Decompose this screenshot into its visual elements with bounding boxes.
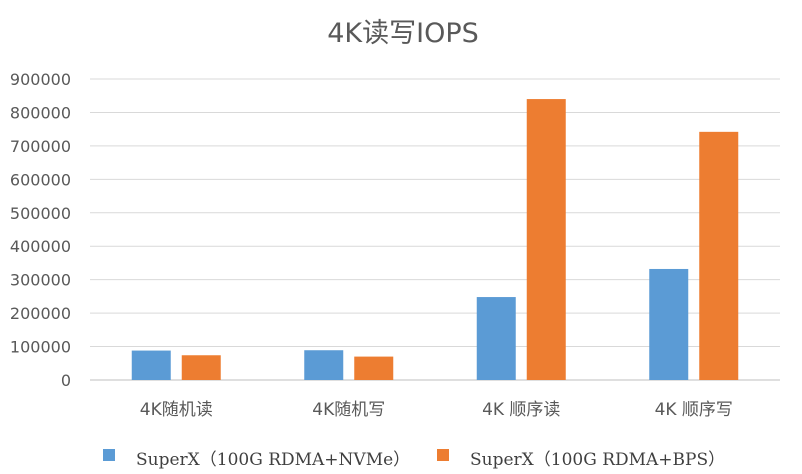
legend-swatch-1 xyxy=(103,449,115,461)
x-axis-categories: 4K随机读 4K随机写 4K 顺序读 4K 顺序写 xyxy=(140,400,733,420)
x-category-label: 4K 顺序读 xyxy=(482,400,560,420)
y-tick-label: 500000 xyxy=(10,204,71,223)
bar-2-2 xyxy=(354,356,394,380)
bar-1-1 xyxy=(131,350,171,380)
legend-swatch-2 xyxy=(437,449,449,461)
bar-1-3 xyxy=(476,297,516,380)
legend-label-2: SuperX（100G RDMA+BPS） xyxy=(470,450,725,470)
bar-2-3 xyxy=(526,99,566,381)
legend-label-1: SuperX（100G RDMA+NVMe） xyxy=(136,450,410,470)
gridlines xyxy=(90,78,780,381)
y-tick-label: 700000 xyxy=(10,137,71,156)
chart-title: 4K读写IOPS xyxy=(327,18,479,49)
legend: SuperX（100G RDMA+NVMe） SuperX（100G RDMA+B… xyxy=(103,449,725,470)
y-tick-label: 200000 xyxy=(10,304,71,323)
y-axis-ticks: 0 100000 200000 300000 400000 500000 600000 700… xyxy=(10,70,71,390)
x-category-label: 4K随机读 xyxy=(140,400,213,420)
bar-2-4 xyxy=(699,131,739,380)
bar-2-1 xyxy=(181,355,221,380)
y-tick-label: 100000 xyxy=(10,338,71,357)
y-tick-label: 900000 xyxy=(10,70,71,89)
y-tick-label: 600000 xyxy=(10,170,71,189)
bar-1-2 xyxy=(304,350,344,380)
y-tick-label: 300000 xyxy=(10,271,71,290)
y-tick-label: 0 xyxy=(61,371,71,390)
x-category-label: 4K随机写 xyxy=(312,400,385,420)
y-tick-label: 800000 xyxy=(10,103,71,122)
bars xyxy=(131,99,739,381)
bar-1-4 xyxy=(649,268,689,380)
y-tick-label: 400000 xyxy=(10,237,71,256)
x-category-label: 4K 顺序写 xyxy=(655,400,733,420)
